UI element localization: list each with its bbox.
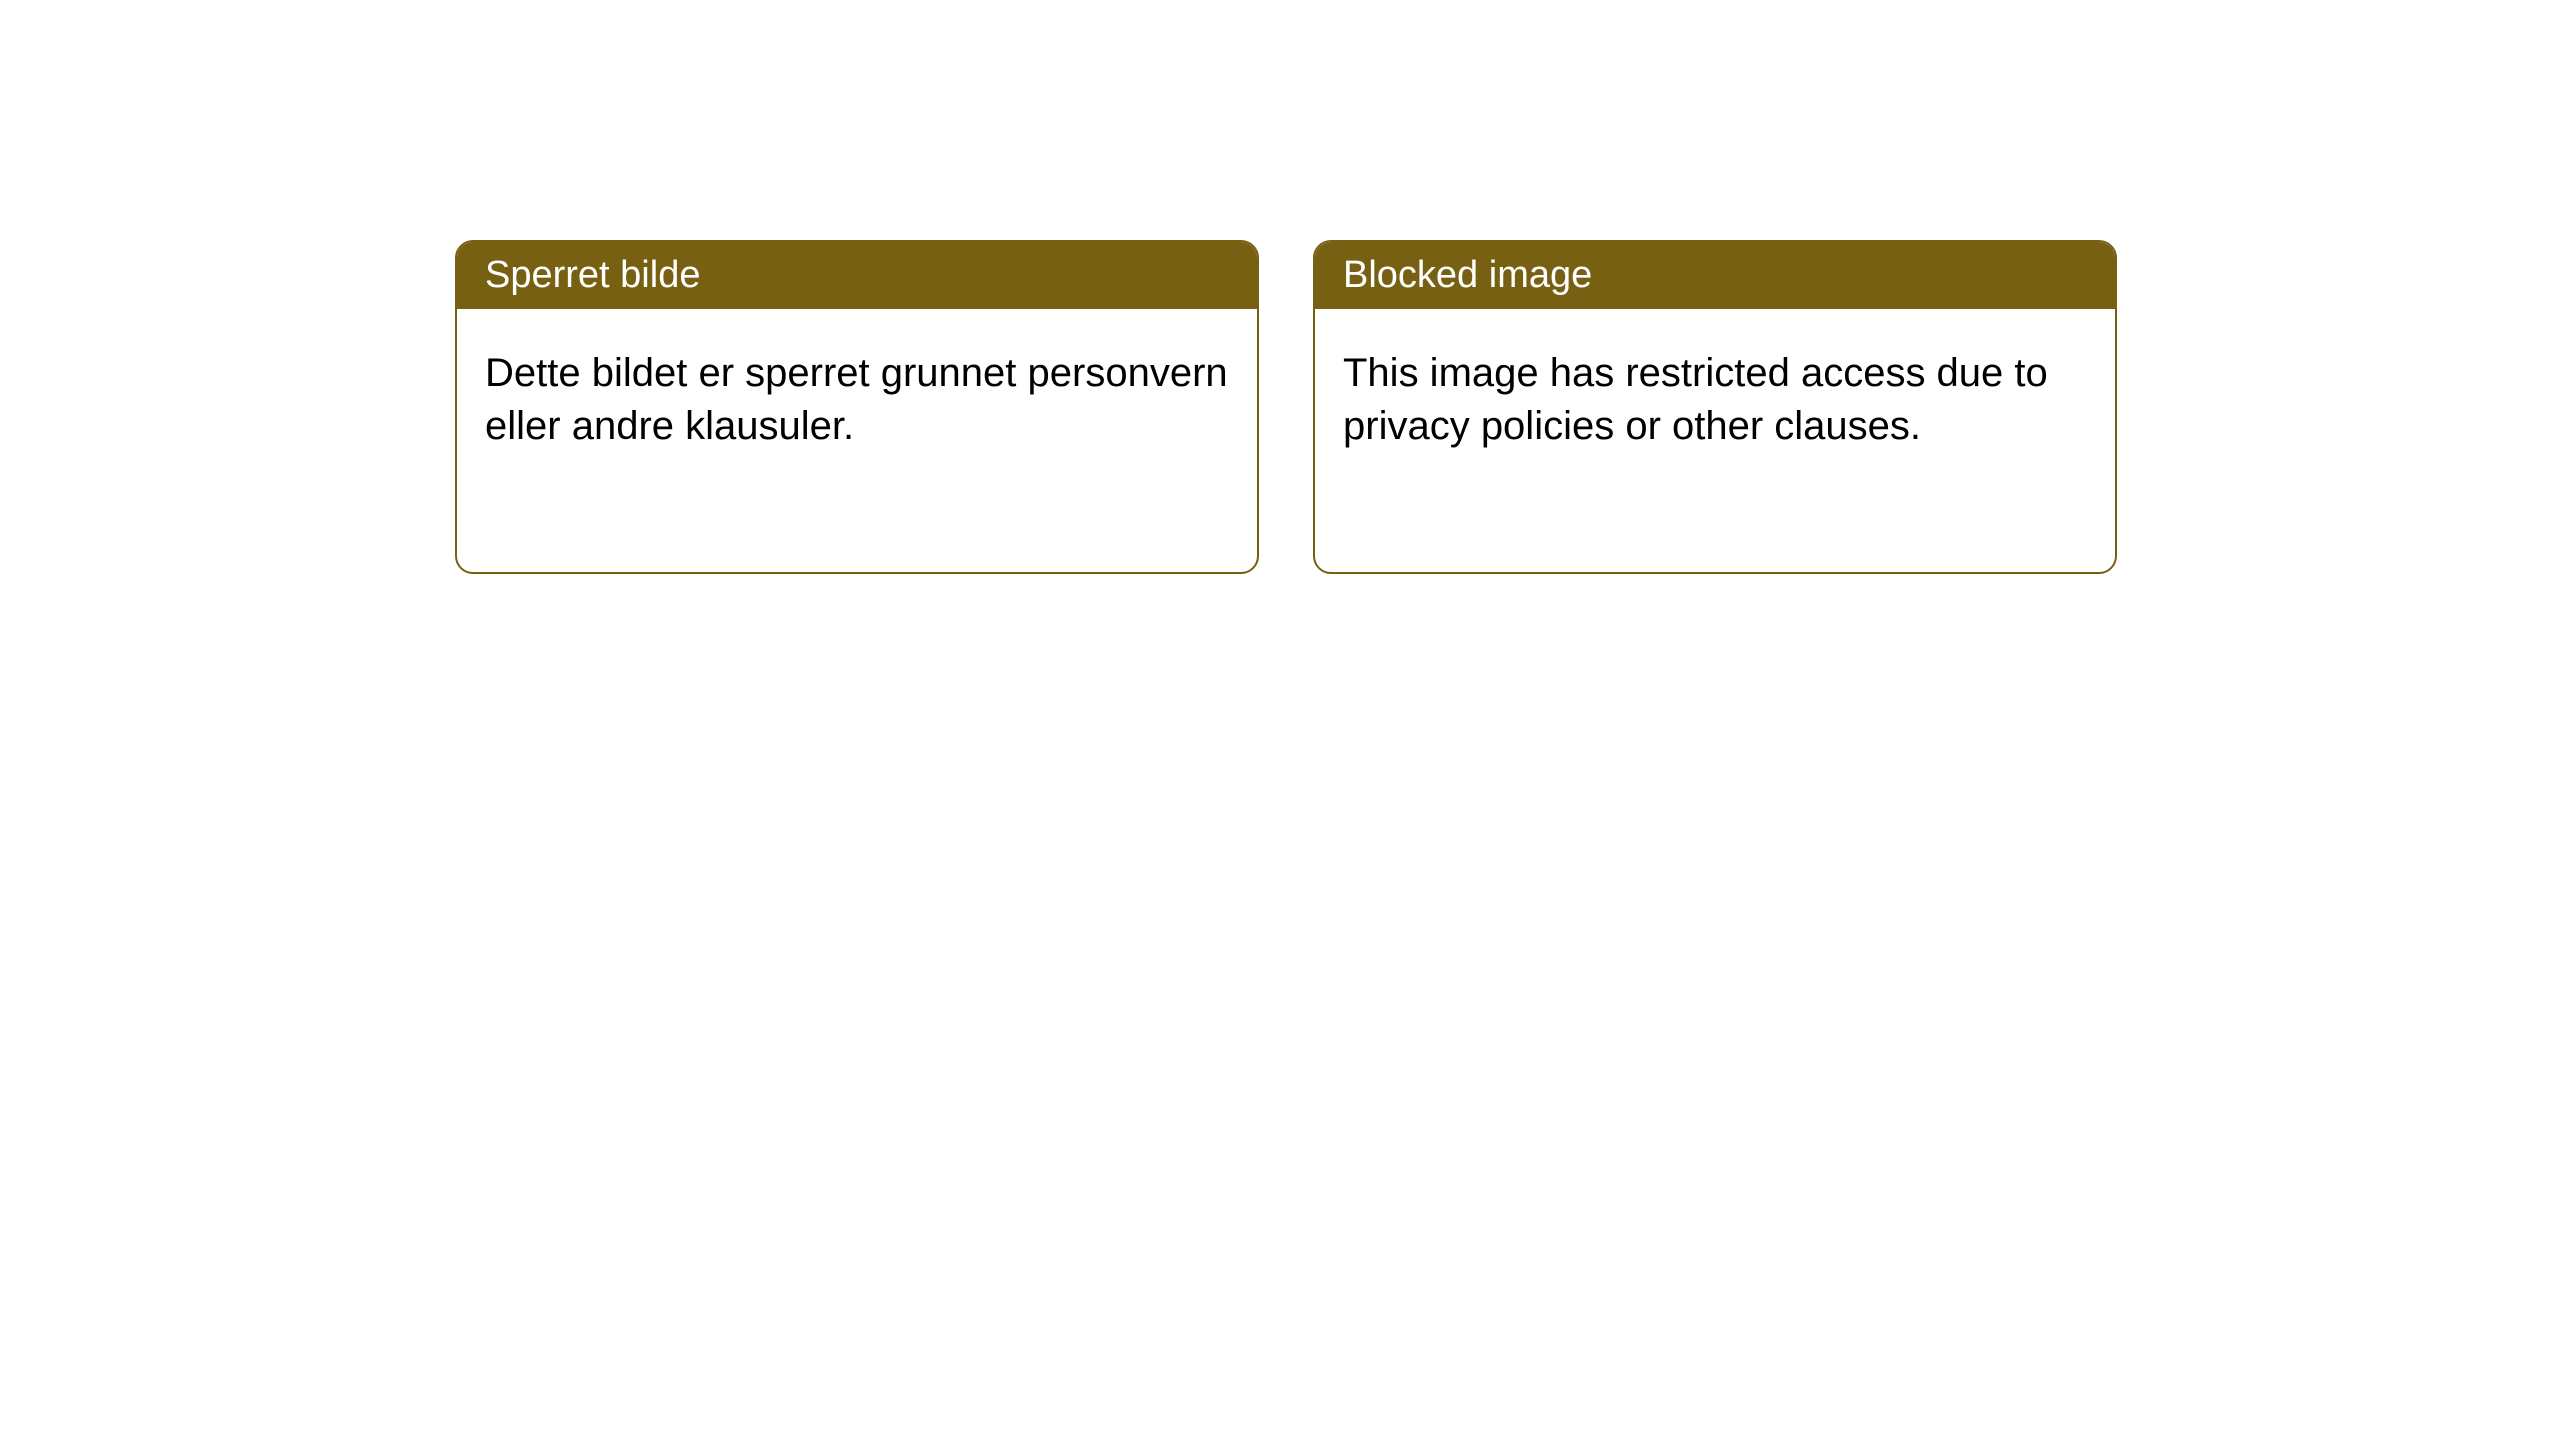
notice-container: Sperret bilde Dette bildet er sperret gr… bbox=[0, 0, 2560, 574]
notice-body-en: This image has restricted access due to … bbox=[1315, 309, 2115, 572]
notice-header-en: Blocked image bbox=[1315, 242, 2115, 309]
notice-header-no: Sperret bilde bbox=[457, 242, 1257, 309]
notice-body-no: Dette bildet er sperret grunnet personve… bbox=[457, 309, 1257, 572]
notice-card-no: Sperret bilde Dette bildet er sperret gr… bbox=[455, 240, 1259, 574]
notice-card-en: Blocked image This image has restricted … bbox=[1313, 240, 2117, 574]
